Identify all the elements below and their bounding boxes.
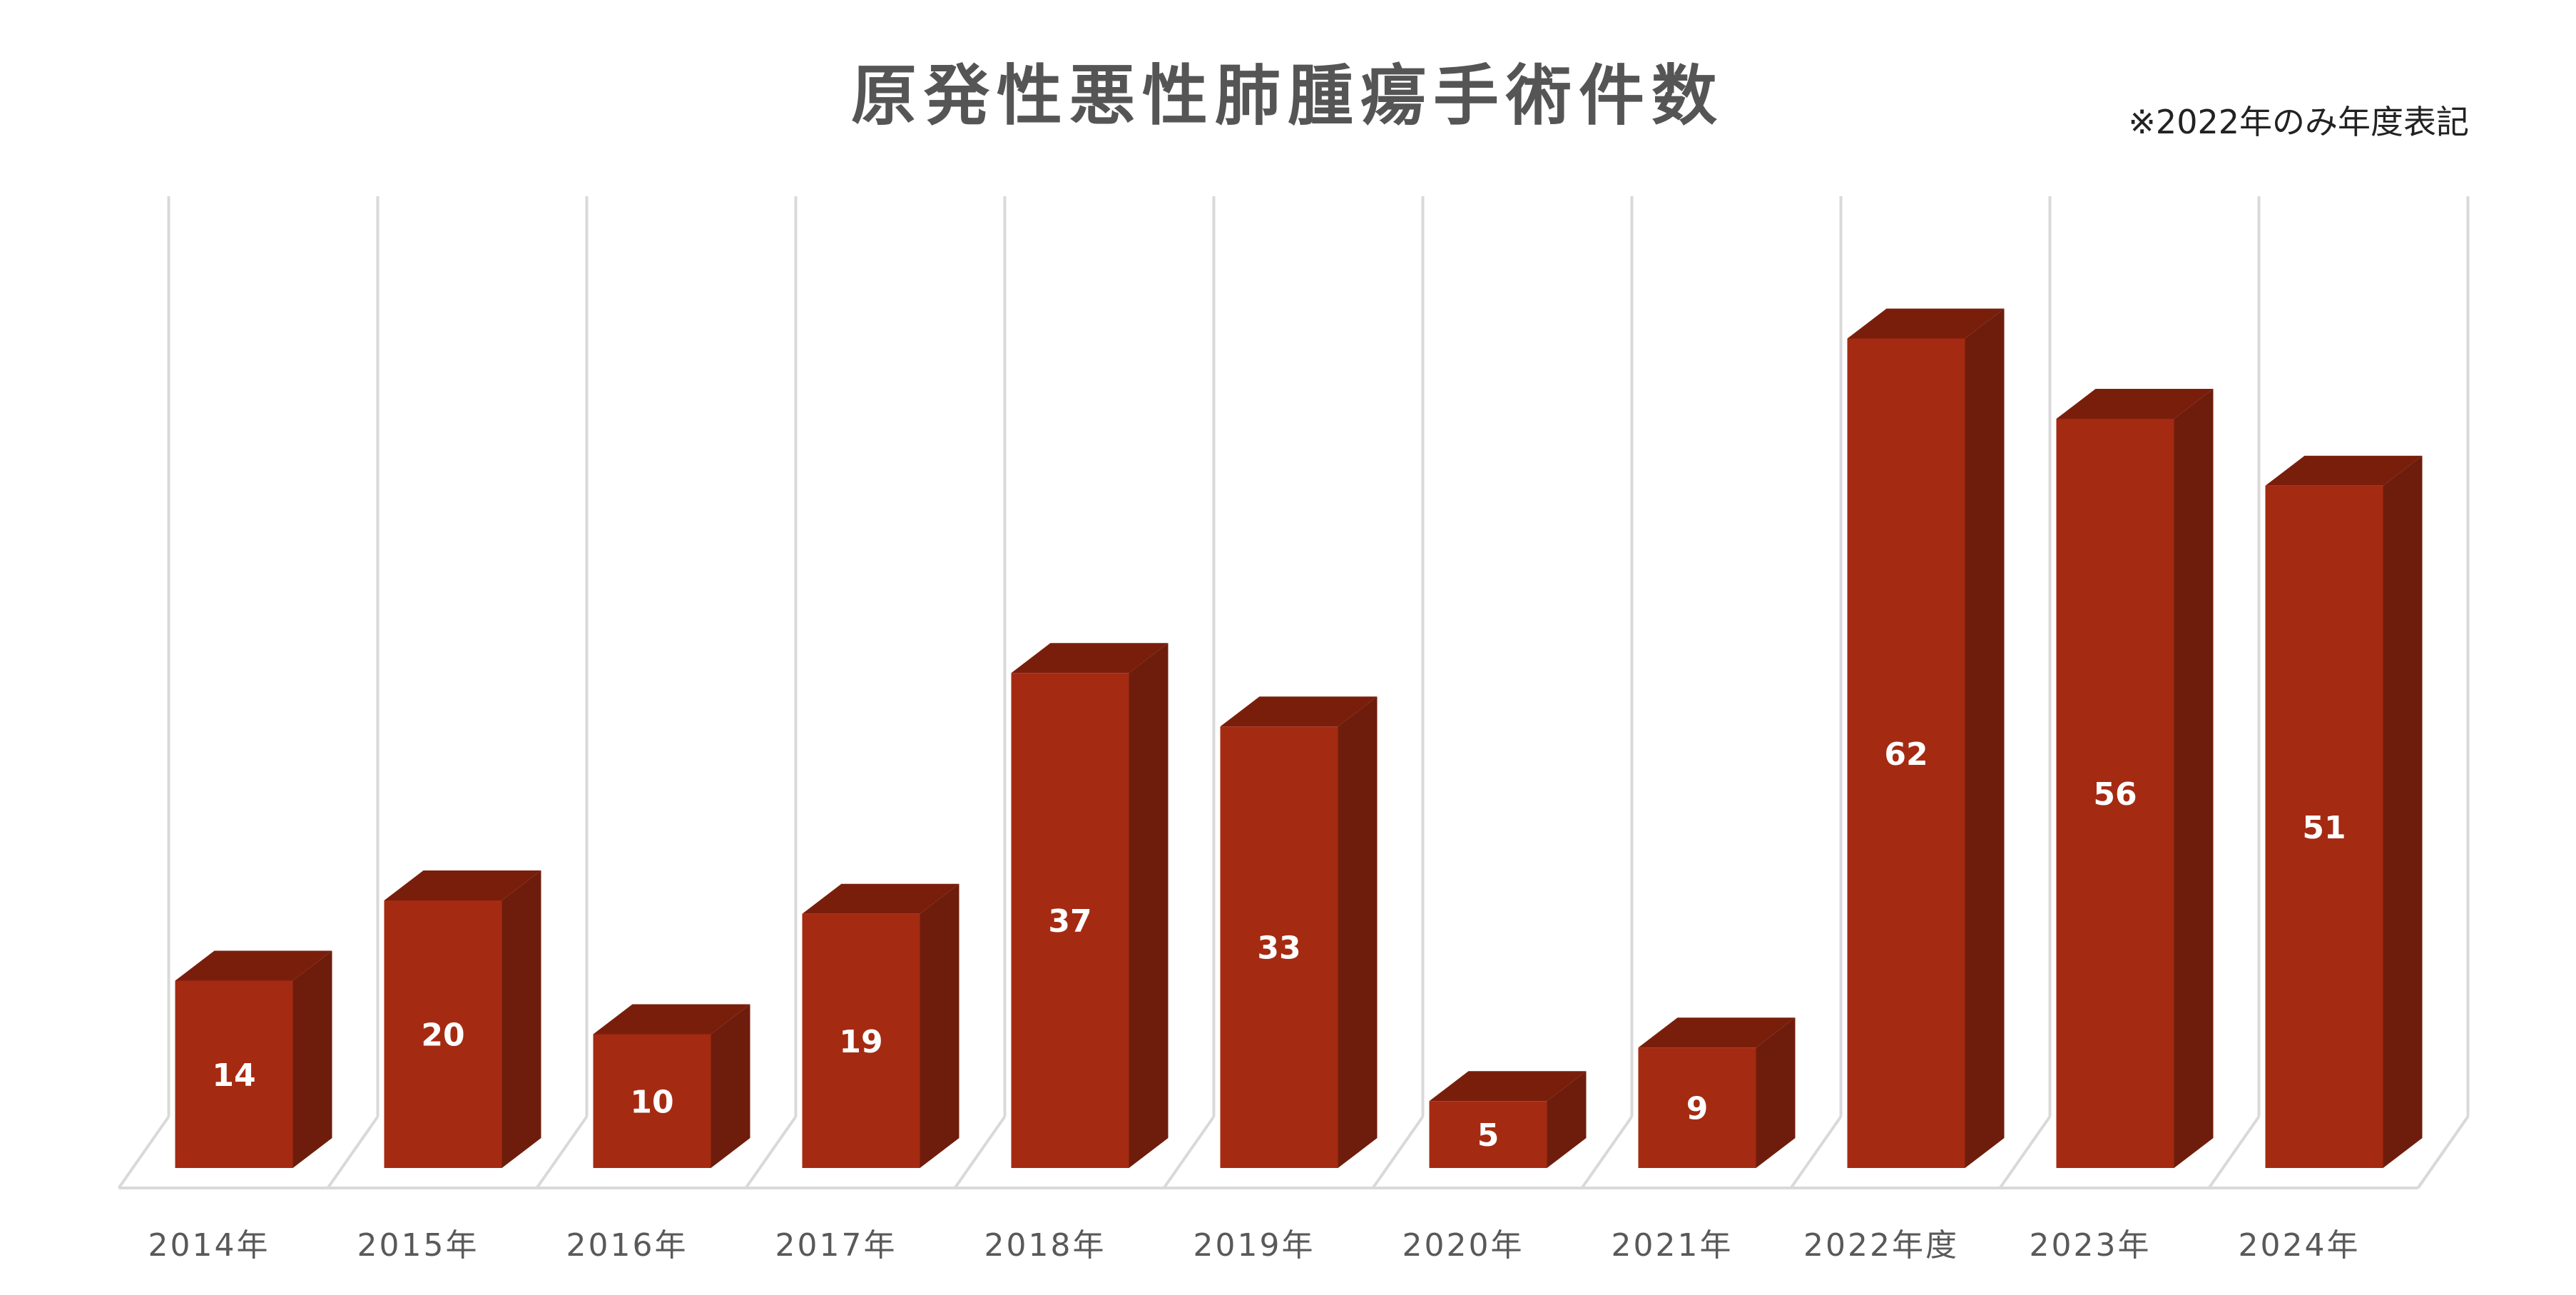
data-label: 37	[1048, 903, 1091, 940]
bar[interactable]	[1220, 726, 1338, 1168]
bar-top	[1220, 696, 1378, 727]
bar[interactable]	[1429, 1101, 1547, 1168]
floor-divider	[1371, 1115, 1425, 1189]
bar-top	[1847, 308, 2005, 339]
chart-note: ※2022年のみ年度表記	[2128, 103, 2469, 141]
bar[interactable]	[802, 913, 920, 1168]
bar[interactable]	[2265, 485, 2383, 1168]
floor-divider	[1580, 1115, 1634, 1189]
bar-top	[175, 950, 332, 981]
bar-side	[1965, 308, 2005, 1168]
floor-divider	[326, 1115, 380, 1189]
x-tick-label: 2022年度	[1803, 1227, 1959, 1264]
bar[interactable]	[1847, 338, 1965, 1169]
data-label: 14	[212, 1057, 255, 1094]
x-tick-label: 2021年	[1612, 1227, 1734, 1264]
floor-divider	[744, 1115, 798, 1189]
floor-right-edge	[2416, 1115, 2470, 1189]
x-tick-label: 2019年	[1193, 1227, 1315, 1264]
x-tick-label: 2016年	[566, 1227, 688, 1264]
chart-title: 原発性悪性肺腫瘍手術件数	[850, 58, 1724, 134]
bar[interactable]	[1011, 673, 1129, 1168]
data-label: 20	[421, 1017, 464, 1054]
data-label: 9	[1686, 1091, 1709, 1127]
floor-divider	[1998, 1115, 2052, 1189]
floor-divider	[953, 1115, 1007, 1189]
bar-side	[1338, 696, 1378, 1168]
x-tick-label: 2020年	[1402, 1227, 1524, 1264]
x-tick-label: 2015年	[357, 1227, 479, 1264]
x-tick-label: 2017年	[775, 1227, 897, 1264]
floor-divider	[1789, 1115, 1843, 1189]
bar[interactable]	[175, 980, 293, 1169]
data-label: 56	[2093, 776, 2137, 813]
bar-side	[502, 870, 541, 1168]
bar-side	[1129, 643, 1169, 1168]
data-label: 19	[839, 1024, 882, 1060]
bar-top	[2265, 455, 2423, 486]
bar-top	[802, 883, 959, 914]
bar-side	[711, 1004, 750, 1168]
bar-top	[2056, 389, 2214, 419]
bar-top	[1429, 1071, 1587, 1102]
data-label: 10	[630, 1084, 673, 1120]
bar[interactable]	[593, 1034, 711, 1169]
data-label: 51	[2302, 810, 2346, 846]
bar-side	[1547, 1071, 1587, 1168]
x-tick-label: 2018年	[984, 1227, 1106, 1264]
bar-top	[593, 1004, 750, 1035]
data-label: 33	[1257, 930, 1300, 967]
floor-divider	[535, 1115, 589, 1189]
bar[interactable]	[2056, 419, 2174, 1168]
bar-top	[384, 870, 541, 900]
bar-side	[1756, 1017, 1796, 1168]
x-tick-label: 2024年	[2239, 1227, 2361, 1264]
bar[interactable]	[1638, 1047, 1756, 1168]
floor-divider	[117, 1115, 170, 1189]
bar-side	[292, 950, 332, 1168]
bar-top	[1638, 1017, 1796, 1048]
bar-top	[1011, 643, 1169, 674]
data-label: 5	[1477, 1117, 1500, 1154]
x-tick-label: 2014年	[148, 1227, 270, 1264]
data-label: 62	[1884, 736, 1928, 773]
x-tick-label: 2023年	[2030, 1227, 2152, 1264]
bar-side	[2174, 389, 2214, 1168]
bar[interactable]	[384, 900, 502, 1168]
bar-side	[920, 883, 959, 1168]
floor-divider	[1162, 1115, 1216, 1189]
bar-side	[2383, 455, 2423, 1168]
floor-divider	[2207, 1115, 2261, 1189]
